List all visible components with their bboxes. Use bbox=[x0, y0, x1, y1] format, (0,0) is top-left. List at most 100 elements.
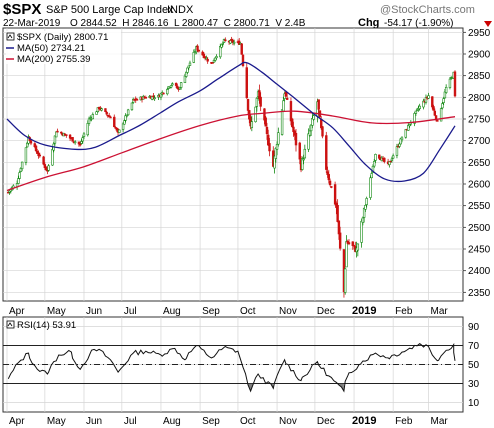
y-tick-label: 2850 bbox=[468, 71, 491, 82]
x-tick-label: Feb bbox=[395, 306, 413, 317]
candle-body bbox=[38, 154, 42, 157]
x-tick-label: Apr bbox=[9, 416, 25, 427]
candle-body bbox=[255, 97, 259, 107]
candle-body bbox=[86, 122, 89, 136]
price-x-axis: Apr May Jun Jul Aug Sep Oct Nov Dec 2019 Feb Mar bbox=[9, 305, 448, 317]
candle-body bbox=[135, 99, 139, 101]
candle-body bbox=[246, 99, 250, 111]
candle-body bbox=[370, 173, 373, 179]
candle-body bbox=[109, 116, 112, 119]
candle-body bbox=[71, 137, 74, 142]
rsi-x-axis: Apr May Jun Jul Aug Sep Oct Nov Dec 2019 Feb Mar bbox=[9, 415, 448, 427]
x-tick-label: Aug bbox=[163, 416, 181, 427]
candle-body bbox=[20, 161, 24, 170]
candle-body bbox=[390, 158, 394, 161]
x-tick-label: Jun bbox=[86, 306, 102, 317]
legend-box bbox=[6, 31, 121, 64]
y-tick-label: 2800 bbox=[468, 93, 491, 104]
candle-body bbox=[121, 123, 125, 130]
candle-body bbox=[327, 174, 331, 181]
candle-body bbox=[153, 97, 156, 100]
symbol: $SPX bbox=[3, 1, 41, 18]
candle-body bbox=[162, 92, 165, 95]
y-tick-label: 2450 bbox=[468, 245, 491, 256]
x-tick-label: Jun bbox=[86, 416, 102, 427]
candle-body bbox=[337, 220, 341, 235]
rsi-legend: RSI(14) 53.91 bbox=[6, 320, 76, 331]
candle-body bbox=[404, 129, 407, 138]
candle-body bbox=[105, 111, 108, 115]
candle-body bbox=[282, 100, 285, 112]
candle-body bbox=[388, 161, 391, 165]
candle-body bbox=[311, 117, 314, 126]
candle-body bbox=[268, 143, 271, 152]
candle-body bbox=[265, 126, 269, 135]
price-panel-frame bbox=[2, 27, 464, 302]
candle-body bbox=[294, 132, 298, 146]
rsi-y-axis: 10 30 50 70 90 bbox=[468, 322, 480, 409]
candle-body bbox=[395, 146, 399, 156]
candle-body bbox=[186, 67, 189, 73]
exchange: INDX bbox=[167, 4, 194, 16]
candle-body bbox=[178, 87, 182, 90]
candle-body bbox=[274, 148, 277, 159]
candle-body bbox=[303, 148, 307, 159]
watermark: @StockCharts.com bbox=[380, 4, 475, 16]
candle-body bbox=[80, 141, 83, 144]
price-legend: $SPX (Daily) 2800.71 MA(50) 2734.21 MA(2… bbox=[6, 31, 121, 65]
candle-body bbox=[77, 141, 81, 145]
candle-body bbox=[277, 132, 280, 145]
x-tick-label: Mar bbox=[430, 416, 448, 427]
candle-body bbox=[431, 96, 434, 108]
candle-body bbox=[42, 156, 45, 165]
x-tick-label: Mar bbox=[430, 306, 448, 317]
candle-body bbox=[259, 96, 262, 107]
candle-body bbox=[169, 85, 173, 88]
candle-body bbox=[338, 232, 342, 249]
candle-body bbox=[197, 49, 201, 52]
candle-legend-icon bbox=[6, 32, 15, 41]
x-tick-label: Sep bbox=[202, 306, 220, 317]
candle-body bbox=[374, 154, 377, 161]
candle-body bbox=[442, 98, 445, 103]
candle-body bbox=[130, 102, 134, 111]
x-tick-label: Aug bbox=[163, 306, 181, 317]
legend-ma200: MA(200) 2755.39 bbox=[17, 54, 90, 65]
candle-body bbox=[263, 108, 266, 121]
candle-body bbox=[47, 165, 50, 171]
candle-body bbox=[432, 106, 435, 111]
candle-body bbox=[206, 58, 209, 62]
candle-body bbox=[389, 160, 392, 163]
candle-body bbox=[53, 135, 57, 144]
candle-body bbox=[232, 41, 236, 44]
candle-body bbox=[413, 113, 416, 124]
candle-body bbox=[422, 100, 425, 108]
candle-body bbox=[356, 243, 360, 251]
candle-body bbox=[365, 198, 368, 205]
candle-body bbox=[433, 110, 437, 116]
rsi-panel: 10 30 50 70 90 Apr May Jun Jul Aug Sep Oct Nov Dec 20… bbox=[2, 316, 480, 427]
y-tick-label: 90 bbox=[468, 322, 480, 333]
rsi-reference-lines bbox=[3, 345, 463, 384]
candle-body bbox=[43, 164, 47, 169]
candle-body bbox=[240, 43, 243, 55]
price-grid bbox=[3, 28, 463, 301]
candle-body bbox=[123, 120, 126, 125]
candle-body bbox=[24, 147, 28, 163]
candle-body bbox=[364, 204, 367, 210]
candle-body bbox=[202, 53, 206, 58]
candle-body bbox=[418, 105, 421, 109]
candle-body bbox=[312, 115, 315, 120]
x-tick-label: May bbox=[47, 416, 66, 427]
rsi-oversold-fill bbox=[248, 383, 254, 392]
legend-rsi: RSI(14) 53.91 bbox=[17, 320, 76, 331]
x-tick-label: Oct bbox=[240, 416, 256, 427]
y-tick-label: 50 bbox=[468, 360, 480, 371]
candle-body bbox=[73, 141, 77, 144]
candle-body bbox=[187, 65, 190, 69]
candle-body bbox=[371, 165, 375, 173]
candle-body bbox=[453, 71, 457, 97]
candle-body bbox=[179, 82, 183, 88]
y-tick-label: 2900 bbox=[468, 50, 491, 61]
